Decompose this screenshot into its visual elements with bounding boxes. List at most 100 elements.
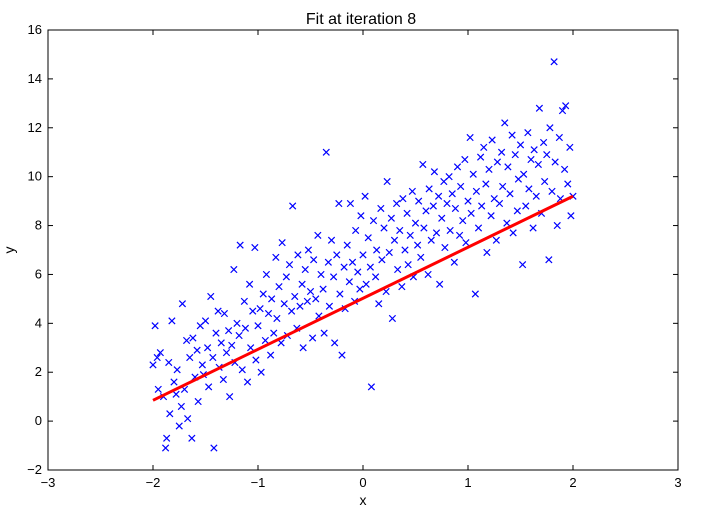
scatter-point bbox=[304, 246, 313, 254]
scatter-point bbox=[438, 214, 446, 222]
scatter-point bbox=[560, 165, 569, 173]
x-tick-label: −1 bbox=[251, 475, 266, 490]
scatter-point bbox=[451, 204, 460, 213]
scatter-point bbox=[340, 263, 348, 271]
scatter-point bbox=[545, 256, 553, 264]
scatter-point bbox=[189, 334, 197, 342]
scatter-point bbox=[249, 307, 257, 315]
scatter-point bbox=[256, 305, 264, 313]
scatter-point bbox=[294, 251, 302, 259]
x-tick-label: −3 bbox=[41, 475, 56, 490]
scatter-point bbox=[325, 302, 334, 310]
scatter-point bbox=[182, 336, 191, 345]
scatter-point bbox=[495, 199, 504, 208]
scatter-point bbox=[441, 243, 449, 252]
scatter-point bbox=[320, 329, 328, 337]
scatter-point bbox=[516, 141, 525, 149]
scatter-point bbox=[262, 270, 271, 279]
scatter-point bbox=[448, 190, 456, 198]
scatter-point bbox=[357, 212, 365, 220]
scatter-point bbox=[478, 202, 486, 210]
scatter-point bbox=[422, 207, 430, 215]
scatter-point bbox=[378, 256, 386, 264]
scatter-point bbox=[493, 158, 502, 166]
scatter-point bbox=[534, 160, 542, 169]
scatter-point bbox=[212, 329, 220, 337]
scatter-point bbox=[299, 344, 307, 352]
x-tick-label: 1 bbox=[464, 475, 471, 490]
x-tick-label: −2 bbox=[146, 475, 161, 490]
scatter-point bbox=[149, 361, 157, 369]
scatter-point bbox=[535, 104, 544, 112]
scatter-point bbox=[220, 309, 229, 318]
scatter-point bbox=[245, 280, 254, 288]
scatter-point bbox=[153, 353, 161, 362]
scatter-point bbox=[312, 295, 320, 303]
scatter-point bbox=[154, 385, 162, 393]
scatter-point bbox=[301, 265, 309, 274]
scatter-point bbox=[492, 236, 500, 244]
y-axis-ticks: −2 0 2 4 6 8 10 12 14 16 bbox=[27, 22, 678, 477]
scatter-point bbox=[173, 366, 181, 374]
scatter-point bbox=[415, 197, 423, 205]
scatter-point bbox=[504, 163, 512, 171]
scatter-point bbox=[287, 307, 296, 315]
x-tick-label: 2 bbox=[569, 475, 576, 490]
scatter-point bbox=[429, 202, 437, 210]
scatter-point bbox=[291, 292, 299, 301]
scatter-point bbox=[322, 148, 330, 156]
scatter-point bbox=[251, 243, 259, 252]
scatter-point bbox=[156, 349, 164, 357]
y-tick-label: 6 bbox=[35, 266, 42, 281]
scatter-point bbox=[298, 280, 306, 288]
scatter-point bbox=[178, 300, 187, 308]
y-tick-label: 0 bbox=[35, 413, 42, 428]
y-tick-label: 16 bbox=[28, 22, 42, 37]
scatter-point bbox=[476, 153, 485, 161]
scatter-point bbox=[319, 285, 327, 293]
scatter-point bbox=[562, 102, 570, 110]
scatter-point bbox=[566, 143, 574, 151]
scatter-point bbox=[472, 187, 481, 195]
scatter-point bbox=[529, 224, 537, 232]
scatter-point bbox=[541, 177, 549, 186]
scatter-point bbox=[406, 231, 414, 239]
scatter-point bbox=[501, 119, 509, 127]
scatter-point bbox=[453, 163, 462, 171]
x-axis-label: x bbox=[360, 492, 367, 508]
scatter-point bbox=[273, 314, 281, 323]
scatter-point bbox=[375, 300, 383, 308]
scatter-point bbox=[430, 168, 439, 176]
scatter-point bbox=[488, 136, 496, 144]
scatter-point bbox=[394, 265, 402, 274]
scatter-point bbox=[257, 368, 265, 376]
scatter-point bbox=[233, 319, 241, 327]
scatter-point bbox=[366, 263, 374, 271]
scatter-point bbox=[520, 170, 528, 178]
scatter-point bbox=[210, 444, 218, 452]
scatter-point bbox=[530, 146, 538, 154]
scatter-point bbox=[487, 212, 495, 220]
scatter-point bbox=[462, 239, 470, 247]
scatter-point bbox=[270, 329, 278, 337]
scatter-point bbox=[335, 199, 343, 208]
scatter-point bbox=[432, 229, 441, 237]
scatter-point bbox=[352, 226, 360, 235]
scatter-point bbox=[308, 334, 317, 342]
scatter-point bbox=[303, 297, 311, 305]
x-tick-label: 0 bbox=[359, 475, 366, 490]
scatter-point bbox=[408, 187, 416, 195]
scatter-point bbox=[558, 107, 567, 115]
scatter-point bbox=[306, 287, 315, 296]
scatter-point bbox=[280, 300, 288, 308]
scatter-point bbox=[261, 336, 269, 345]
scatter-point bbox=[404, 261, 412, 269]
y-axis-label: y bbox=[1, 247, 17, 254]
chart-title: Fit at iteration 8 bbox=[306, 11, 416, 28]
scatter-point bbox=[224, 327, 233, 335]
scatter-point bbox=[236, 241, 244, 249]
scatter-point bbox=[550, 58, 558, 66]
scatter-point bbox=[522, 202, 530, 210]
scatter-point bbox=[373, 246, 381, 254]
